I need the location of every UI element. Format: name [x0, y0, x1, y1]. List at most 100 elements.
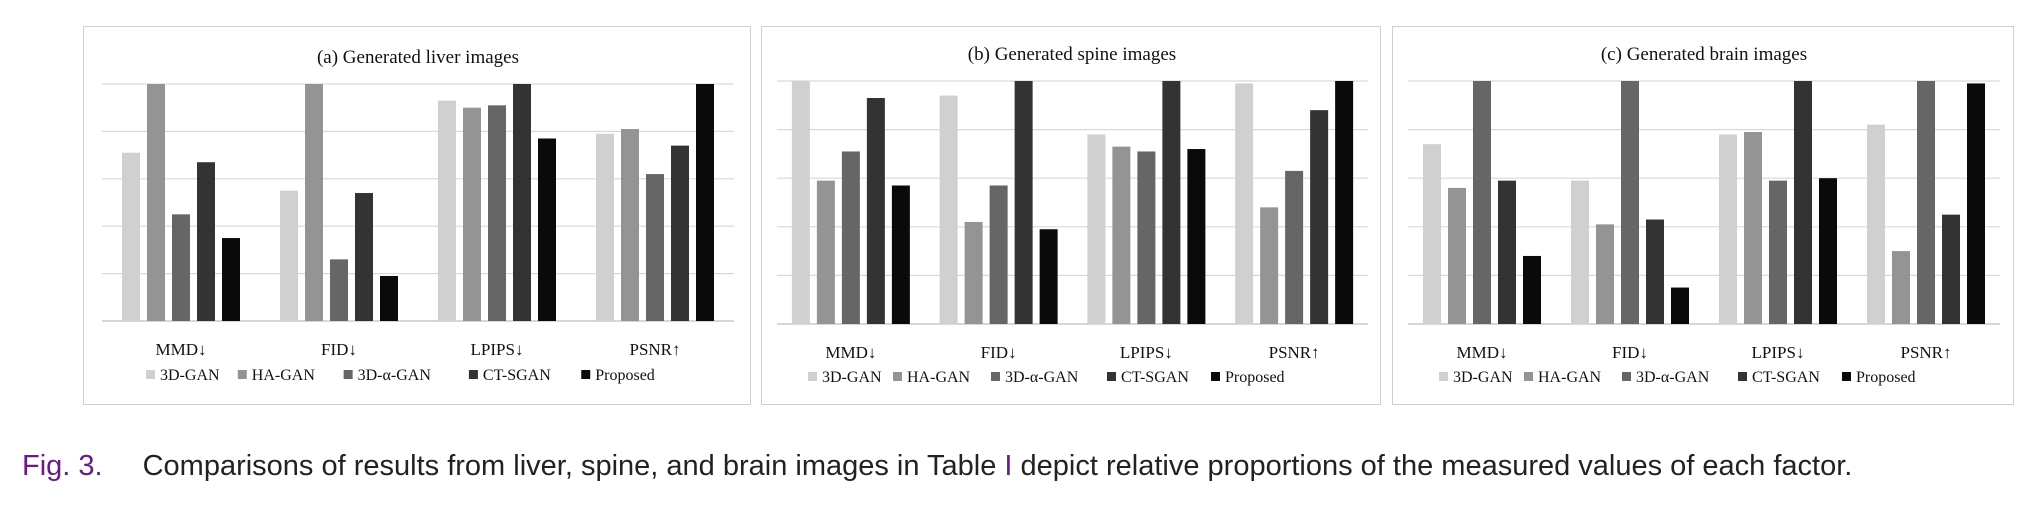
bar-ha-gan-mmd — [1448, 187, 1466, 324]
chart-svg-liver: (a) Generated liver images MMD↓ FID↓ LPIPS↓… — [102, 47, 734, 384]
legend-swatch-ct-sgan — [1107, 372, 1116, 381]
legend-label-ct-sgan: CT-SGAN — [1752, 369, 1820, 386]
bar-ct-sgan-psnr — [1942, 214, 1960, 324]
legend-swatch-3d-gan — [1439, 372, 1448, 381]
bar-3d-gan-psnr — [646, 174, 664, 321]
bar-3d-gan-lpips — [1137, 151, 1156, 324]
bar-ha-gan-lpips — [1744, 132, 1762, 324]
bar-3d-gan-lpips — [438, 100, 456, 321]
chart-panel-liver: (a) Generated liver images MMD↓ FID↓ LPIPS↓… — [83, 26, 751, 405]
legend-label-3d-gan: 3D-GAN — [1453, 369, 1513, 386]
legend-swatch-proposed — [581, 370, 591, 379]
bar-ha-gan-fid — [305, 84, 323, 321]
bar-proposed-psnr — [1967, 83, 1985, 325]
bar-proposed-psnr — [696, 84, 714, 321]
bar-3d-gan-lpips — [1087, 134, 1106, 324]
legend-swatch-proposed — [1842, 372, 1851, 381]
bar-3d-gan-psnr — [1285, 170, 1304, 324]
chart-title: (c) Generated brain images — [1601, 44, 1807, 65]
category-label: PSNR↑ — [1900, 343, 1951, 362]
bar-ct-sgan-fid — [1014, 81, 1033, 324]
bar-3d-gan-fid — [330, 259, 348, 321]
bar-ha-gan-fid — [964, 221, 983, 324]
bar-ha-gan-lpips — [463, 107, 481, 321]
legend-label-ha-gan: HA-GAN — [907, 369, 971, 386]
category-label: PSNR↑ — [1269, 343, 1320, 362]
category-label: FID↓ — [321, 340, 357, 359]
bar-3d-gan-lpips — [1719, 134, 1737, 324]
bar-ha-gan-mmd — [816, 180, 835, 324]
bar-proposed-fid — [380, 275, 398, 321]
caption-figure-label: Fig. 3. — [22, 450, 103, 482]
bar-ha-gan-fid — [1596, 224, 1614, 324]
legend-swatch-3d-gan — [146, 370, 155, 379]
bar-ct-sgan-lpips — [1162, 81, 1181, 324]
bar-ct-sgan-mmd — [866, 98, 885, 324]
legend-swatch-ct-sgan — [1738, 372, 1747, 381]
bar-ha-gan-lpips — [1112, 146, 1131, 324]
category-label: LPIPS↓ — [471, 340, 524, 359]
legend-swatch-ha-gan — [893, 372, 902, 381]
bar-ct-sgan-mmd — [197, 162, 215, 321]
bar-3d-gan-mmd — [791, 81, 810, 324]
legend-swatch-3d-gan — [343, 370, 353, 379]
bar-proposed-fid — [1671, 287, 1689, 324]
legend-label-3d-gan: 3D-GAN — [160, 367, 220, 384]
legend-label-proposed: Proposed — [1225, 369, 1285, 386]
bar-ct-sgan-psnr — [1310, 110, 1329, 324]
chart-panel-brain: (c) Generated brain images MMD↓ FID↓ LPIPS↓… — [1392, 26, 2014, 405]
category-label: MMD↓ — [825, 343, 876, 362]
bar-ha-gan-psnr — [1892, 251, 1910, 324]
caption-text-before: Comparisons of results from liver, spine… — [142, 450, 997, 482]
caption-table-link[interactable]: I — [1004, 450, 1013, 482]
legend-swatch-ha-gan — [237, 370, 247, 379]
bar-proposed-fid — [1039, 229, 1058, 324]
bar-ct-sgan-fid — [1646, 219, 1664, 324]
bar-proposed-mmd — [891, 185, 910, 324]
bar-3d-gan-mmd — [172, 214, 190, 321]
bar-3d-gan-mmd — [1473, 81, 1491, 324]
category-label: LPIPS↓ — [1120, 343, 1173, 362]
bar-proposed-lpips — [1819, 178, 1837, 324]
category-label: FID↓ — [981, 343, 1017, 362]
legend-label-3d-gan: 3D-α-GAN — [358, 367, 432, 384]
bar-3d-gan-mmd — [122, 152, 140, 321]
bar-ct-sgan-psnr — [671, 145, 689, 321]
bar-ct-sgan-fid — [355, 193, 373, 321]
bar-proposed-lpips — [538, 138, 556, 321]
bar-ha-gan-psnr — [1260, 207, 1279, 324]
category-label: MMD↓ — [155, 340, 206, 359]
chart-panel-spine: (b) Generated spine images MMD↓ FID↓ LPIPS↓… — [761, 26, 1381, 405]
bar-3d-gan-fid — [1571, 180, 1589, 324]
legend-label-ha-gan: HA-GAN — [1538, 369, 1602, 386]
bar-proposed-lpips — [1187, 149, 1206, 324]
bar-3d-gan-fid — [989, 185, 1008, 324]
category-label: FID↓ — [1612, 343, 1648, 362]
bar-ct-sgan-lpips — [513, 84, 531, 321]
legend-swatch-3d-gan — [808, 372, 817, 381]
bar-ha-gan-mmd — [147, 84, 165, 321]
category-label: MMD↓ — [1456, 343, 1507, 362]
bar-3d-gan-fid — [280, 190, 298, 321]
chart-svg-spine: (b) Generated spine images MMD↓ FID↓ LPIPS↓… — [777, 44, 1368, 386]
bar-3d-gan-psnr — [1235, 83, 1254, 325]
bar-ct-sgan-mmd — [1498, 180, 1516, 324]
legend-label-proposed: Proposed — [1856, 369, 1916, 386]
legend-label-proposed: Proposed — [595, 367, 655, 384]
bar-ct-sgan-lpips — [1794, 81, 1812, 324]
bar-3d-gan-psnr — [596, 133, 614, 321]
figure-caption: Fig. 3. Comparisons of results from liver… — [22, 450, 2032, 483]
bar-proposed-mmd — [1523, 255, 1541, 324]
category-label: PSNR↑ — [629, 340, 680, 359]
legend-swatch-ha-gan — [1524, 372, 1533, 381]
legend-swatch-3d-gan — [991, 372, 1000, 381]
bar-3d-gan-psnr — [1917, 81, 1935, 324]
bar-ha-gan-psnr — [621, 129, 639, 321]
chart-title: (a) Generated liver images — [317, 47, 519, 68]
bar-3d-gan-fid — [939, 95, 958, 324]
bar-3d-gan-fid — [1621, 81, 1639, 324]
bar-proposed-mmd — [222, 238, 240, 321]
legend-label-ct-sgan: CT-SGAN — [1121, 369, 1189, 386]
legend-label-3d-gan: 3D-α-GAN — [1005, 369, 1079, 386]
